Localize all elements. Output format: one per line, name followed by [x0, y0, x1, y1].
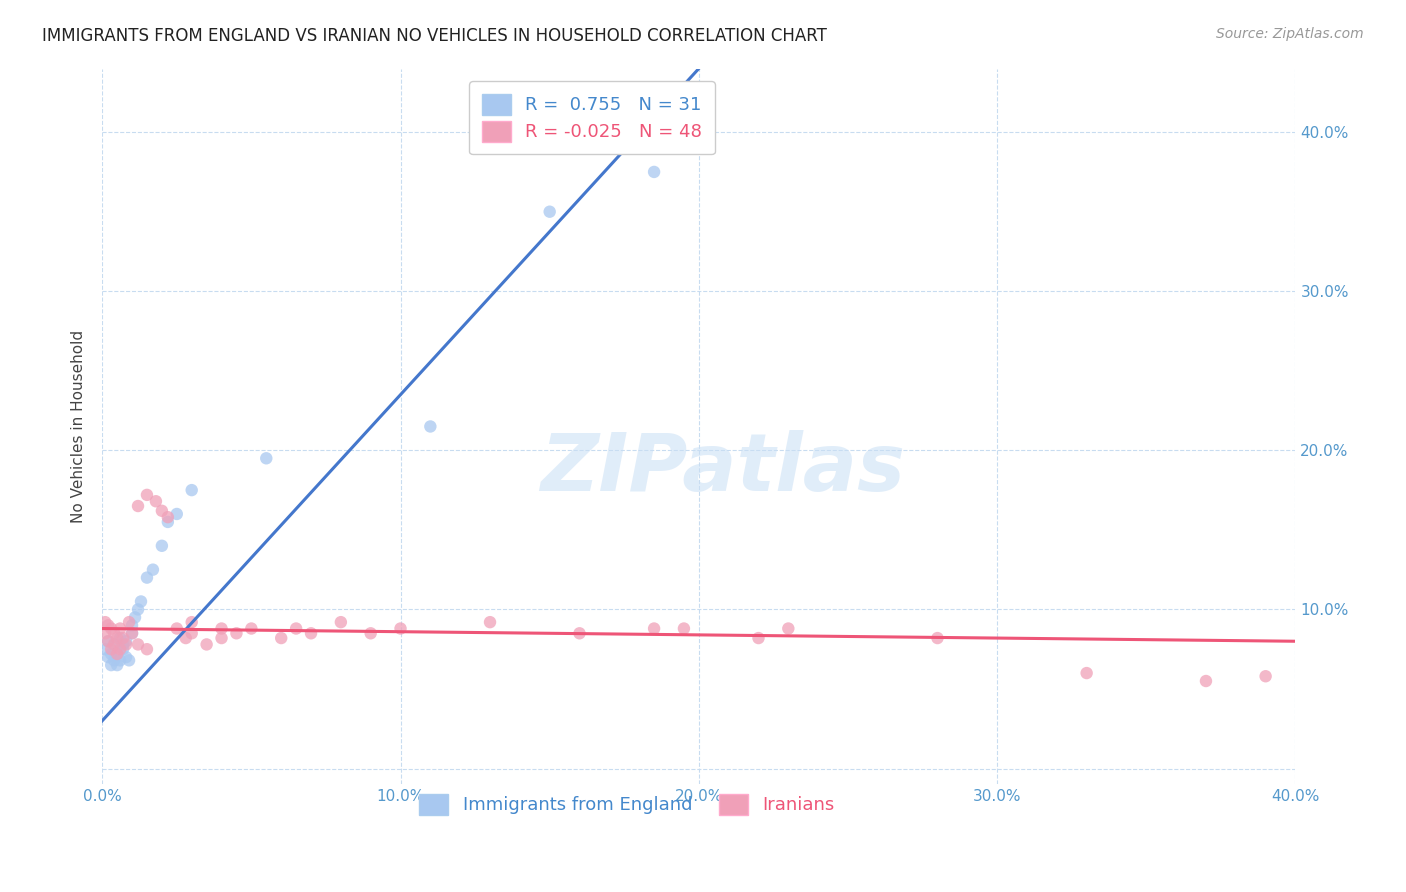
Point: [747, 631, 769, 645]
Point: [150, 539, 173, 553]
Point: [100, 647, 122, 661]
Point: [105, 647, 128, 661]
Point: [136, 642, 159, 657]
Point: [419, 419, 441, 434]
Point: [479, 615, 502, 629]
Point: [136, 571, 159, 585]
Point: [97, 634, 120, 648]
Point: [105, 658, 128, 673]
Point: [127, 499, 149, 513]
Point: [1195, 673, 1218, 688]
Point: [112, 637, 135, 651]
Point: [166, 507, 188, 521]
Point: [568, 626, 591, 640]
Point: [105, 631, 128, 645]
Point: [105, 647, 128, 661]
Point: [1076, 666, 1098, 681]
Text: IMMIGRANTS FROM ENGLAND VS IRANIAN NO VEHICLES IN HOUSEHOLD CORRELATION CHART: IMMIGRANTS FROM ENGLAND VS IRANIAN NO VE…: [42, 27, 827, 45]
Point: [150, 504, 173, 518]
Point: [94, 642, 117, 657]
Point: [180, 626, 202, 640]
Point: [195, 637, 218, 651]
Point: [118, 615, 141, 629]
Point: [360, 626, 382, 640]
Point: [927, 631, 949, 645]
Point: [225, 626, 247, 640]
Point: [127, 602, 149, 616]
Point: [124, 610, 146, 624]
Point: [103, 637, 125, 651]
Point: [112, 642, 135, 657]
Point: [94, 626, 117, 640]
Point: [97, 650, 120, 665]
Point: [778, 622, 800, 636]
Point: [121, 626, 143, 640]
Point: [672, 622, 695, 636]
Point: [121, 618, 143, 632]
Point: [118, 653, 141, 667]
Point: [270, 631, 292, 645]
Point: [94, 615, 117, 629]
Point: [115, 650, 138, 665]
Point: [166, 622, 188, 636]
Point: [211, 631, 233, 645]
Point: [142, 563, 165, 577]
Point: [97, 634, 120, 648]
Point: [240, 622, 263, 636]
Point: [389, 622, 412, 636]
Point: [145, 494, 167, 508]
Point: [180, 483, 202, 497]
Point: [108, 622, 131, 636]
Point: [100, 622, 122, 636]
Text: Source: ZipAtlas.com: Source: ZipAtlas.com: [1216, 27, 1364, 41]
Point: [115, 634, 138, 648]
Point: [127, 637, 149, 651]
Point: [103, 626, 125, 640]
Point: [108, 631, 131, 645]
Point: [156, 515, 179, 529]
Point: [129, 594, 152, 608]
Point: [180, 615, 202, 629]
Point: [643, 622, 665, 636]
Point: [100, 658, 122, 673]
Point: [115, 637, 138, 651]
Point: [174, 631, 197, 645]
Point: [211, 622, 233, 636]
Text: ZIPatlas: ZIPatlas: [540, 431, 905, 508]
Point: [538, 204, 561, 219]
Point: [254, 451, 277, 466]
Point: [136, 488, 159, 502]
Y-axis label: No Vehicles in Household: No Vehicles in Household: [72, 330, 86, 523]
Point: [329, 615, 352, 629]
Point: [643, 165, 665, 179]
Point: [121, 626, 143, 640]
Point: [299, 626, 322, 640]
Point: [100, 642, 122, 657]
Point: [103, 653, 125, 667]
Legend: Immigrants from England, Iranians: Immigrants from England, Iranians: [409, 783, 846, 825]
Point: [285, 622, 308, 636]
Point: [108, 653, 131, 667]
Point: [1254, 669, 1277, 683]
Point: [156, 510, 179, 524]
Point: [112, 631, 135, 645]
Point: [103, 637, 125, 651]
Point: [108, 642, 131, 657]
Point: [97, 618, 120, 632]
